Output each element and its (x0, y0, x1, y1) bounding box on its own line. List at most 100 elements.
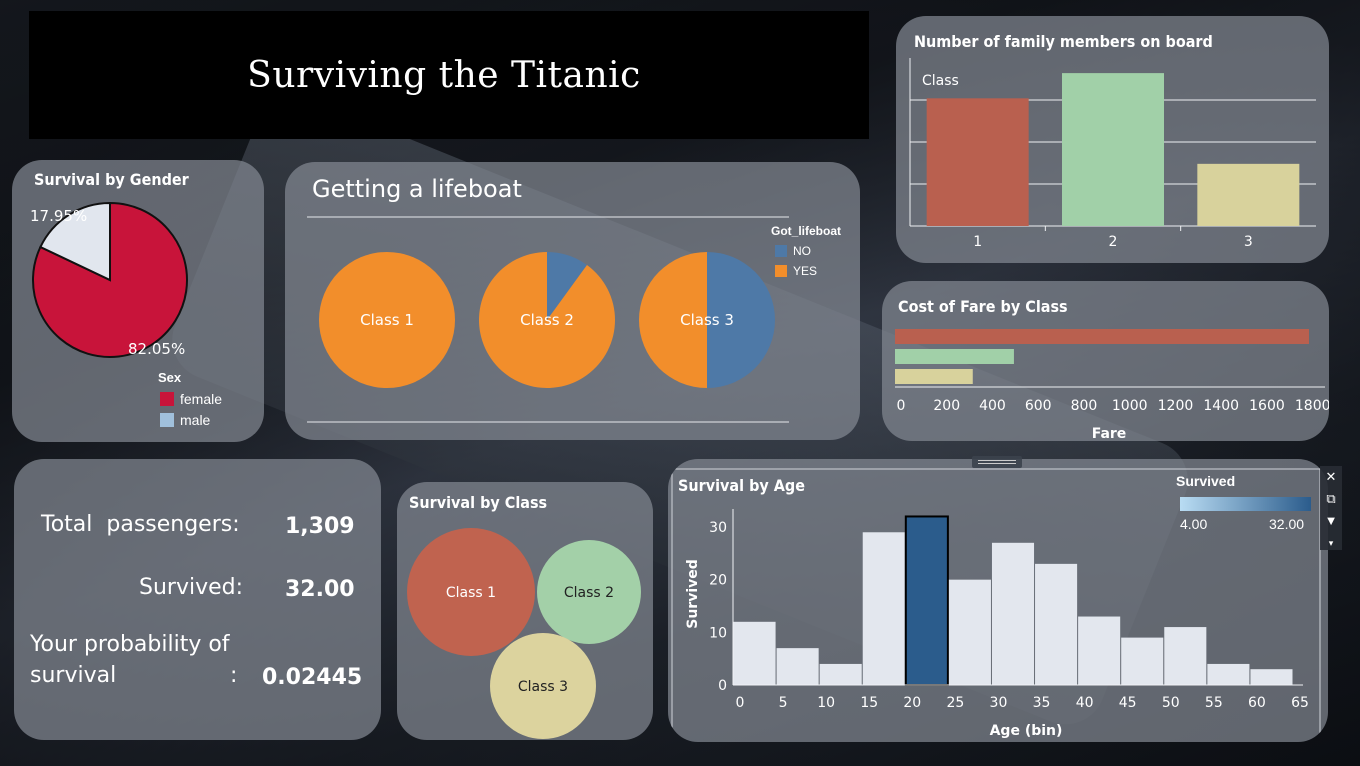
age-xtick-45: 45 (1119, 695, 1137, 711)
gender-pie[interactable]: 17.95% 82.05% (12, 160, 264, 442)
gender-pie-slices[interactable] (32, 201, 188, 358)
class-bubbles[interactable]: Class 1 Class 2 Class 3 (397, 482, 653, 740)
age-xtick-35: 35 (1033, 695, 1051, 711)
bubble-class-1[interactable] (407, 528, 535, 656)
lifeboat-pie-1[interactable]: Class 1 (319, 252, 455, 388)
dashboard-title-box: Surviving the Titanic (29, 11, 869, 139)
fare-axis-label: Fare (1092, 426, 1127, 441)
lifeboat-legend-no[interactable]: NO (775, 244, 811, 258)
gender-legend-title: Sex (158, 370, 182, 385)
lifeboat-slice-no-class-3[interactable] (707, 252, 775, 388)
age-histogram[interactable]: 0 10 20 30 0 5 10 15 20 25 30 35 40 45 50 55 60 65 Surviv… (668, 459, 1328, 742)
gender-panel: Survival by Gender 17.95% 82.05% Sex fem… (12, 160, 264, 442)
lifeboat-pie-group[interactable]: Class 1 Class 2 Class 3 (319, 252, 775, 388)
yes-legend-label: YES (793, 264, 818, 278)
lifeboat-pie-label-1: Class 1 (360, 311, 414, 329)
lifeboat-slice-no-class-2[interactable] (547, 252, 587, 320)
more-options-icon[interactable]: ▾ (1328, 538, 1334, 548)
age-bar-20[interactable] (904, 515, 949, 687)
fare-chart[interactable]: 0 200 400 600 800 1000 1200 1400 1600 1800 Fare (882, 281, 1329, 441)
gender-label-male: 17.95% (30, 207, 87, 225)
fare-bar-class-2[interactable] (895, 349, 1014, 364)
lifeboat-slice-yes-class-1[interactable] (319, 252, 455, 388)
female-swatch (160, 392, 174, 406)
age-bar-0[interactable] (733, 621, 776, 685)
age-bar-50[interactable] (1164, 627, 1207, 685)
lifeboat-pie-3[interactable]: Class 3 (639, 252, 775, 388)
age-bar-10[interactable] (819, 663, 862, 685)
age-bar-25[interactable] (948, 579, 991, 685)
age-xtick-20: 20 (903, 695, 921, 711)
age-xtick-25: 25 (946, 695, 964, 711)
fare-tick-1200: 1200 (1158, 398, 1194, 414)
no-legend-label: NO (793, 244, 811, 258)
age-bar-30[interactable] (991, 542, 1035, 685)
bubble-class-3[interactable] (490, 633, 596, 739)
fare-tick-800: 800 (1071, 398, 1098, 414)
age-xtick-15: 15 (860, 695, 878, 711)
lifeboat-slice-yes-class-3[interactable] (639, 252, 707, 388)
close-icon[interactable]: ✕ (1325, 469, 1337, 484)
resize-handle[interactable] (972, 456, 1022, 468)
family-tick-1: 1 (973, 234, 982, 250)
no-swatch (775, 245, 787, 257)
bubble-class-2[interactable] (537, 540, 641, 644)
lifeboat-slice-yes-class-2[interactable] (479, 252, 615, 388)
lifeboat-pie-2[interactable]: Class 2 (479, 252, 615, 388)
fare-tick-0: 0 (897, 398, 906, 414)
fare-tick-600: 600 (1025, 398, 1052, 414)
lifeboat-panel: Getting a lifeboat Class 1 Class 2 Class 3… (285, 162, 860, 440)
gender-slice-male[interactable] (39, 201, 111, 282)
male-swatch (160, 413, 174, 427)
age-legend-min: 4.00 (1180, 516, 1208, 532)
fare-tick-1400: 1400 (1203, 398, 1239, 414)
stats-panel: Total passengers: 1,309 Survived: 32.00 … (14, 459, 381, 740)
survived-value: 32.00 (285, 577, 355, 602)
filter-icon[interactable]: ▼ (1324, 513, 1338, 528)
age-bar-60[interactable] (1250, 669, 1293, 685)
age-bar-5[interactable] (776, 648, 819, 685)
age-bar-40[interactable] (1078, 616, 1121, 685)
class-title: Survival by Class (409, 493, 548, 512)
lifeboat-pies[interactable]: Class 1 Class 2 Class 3 (285, 162, 860, 440)
age-y-axis-label: Survived (685, 559, 701, 629)
gender-label-female: 82.05% (128, 340, 185, 358)
lifeboat-legend-yes[interactable]: YES (775, 264, 817, 278)
popout-icon[interactable]: ⧉ (1326, 491, 1336, 506)
lifeboat-pie-label-2: Class 2 (520, 311, 574, 329)
bubble-class-3-label: Class 3 (518, 679, 568, 695)
family-chart[interactable]: Class 1 2 3 (896, 16, 1329, 263)
family-bar-class-2[interactable] (1062, 73, 1164, 226)
dashboard-title: Surviving the Titanic (247, 54, 641, 96)
fare-tick-200: 200 (933, 398, 960, 414)
fare-tick-400: 400 (979, 398, 1006, 414)
lifeboat-pie-label-3: Class 3 (680, 311, 734, 329)
fare-bar-class-1[interactable] (895, 329, 1309, 344)
fare-bars[interactable]: 0 200 400 600 800 1000 1200 1400 1600 1800 (895, 329, 1329, 414)
male-legend-label: male (180, 412, 211, 428)
viz-toolbar: ✕ ⧉ ▼ ▾ (1320, 466, 1342, 550)
age-legend-gradient (1180, 497, 1311, 511)
age-bar-15[interactable] (862, 532, 905, 685)
fare-tick-1800: 1800 (1295, 398, 1329, 414)
fare-panel: Cost of Fare by Class 0 200 400 600 800 1000 1… (882, 281, 1329, 441)
fare-bar-class-3[interactable] (895, 369, 973, 384)
age-xtick-0: 0 (736, 695, 745, 711)
age-xtick-55: 55 (1205, 695, 1223, 711)
age-bar-35[interactable] (1035, 563, 1078, 685)
family-title: Number of family members on board (914, 32, 1213, 51)
bubble-class-1-label: Class 1 (446, 585, 496, 601)
age-bar-45[interactable] (1121, 637, 1164, 685)
gender-legend-male[interactable]: male (160, 412, 210, 428)
age-ytick-30: 30 (709, 520, 727, 536)
family-bar-class-3[interactable] (1197, 163, 1300, 226)
family-y-label: Class (922, 73, 959, 89)
gender-legend-female[interactable]: female (160, 391, 222, 407)
probability-label-line2: survival (30, 663, 117, 688)
fare-tick-1000: 1000 (1112, 398, 1148, 414)
age-selection-frame (671, 468, 1321, 742)
family-bar-class-1[interactable] (926, 98, 1029, 226)
age-bar-55[interactable] (1207, 663, 1250, 685)
family-bars[interactable]: 1 2 3 (909, 58, 1316, 250)
age-bars[interactable]: 0 10 20 30 0 5 10 15 20 25 30 35 40 45 50 55 60 65 (709, 509, 1309, 711)
